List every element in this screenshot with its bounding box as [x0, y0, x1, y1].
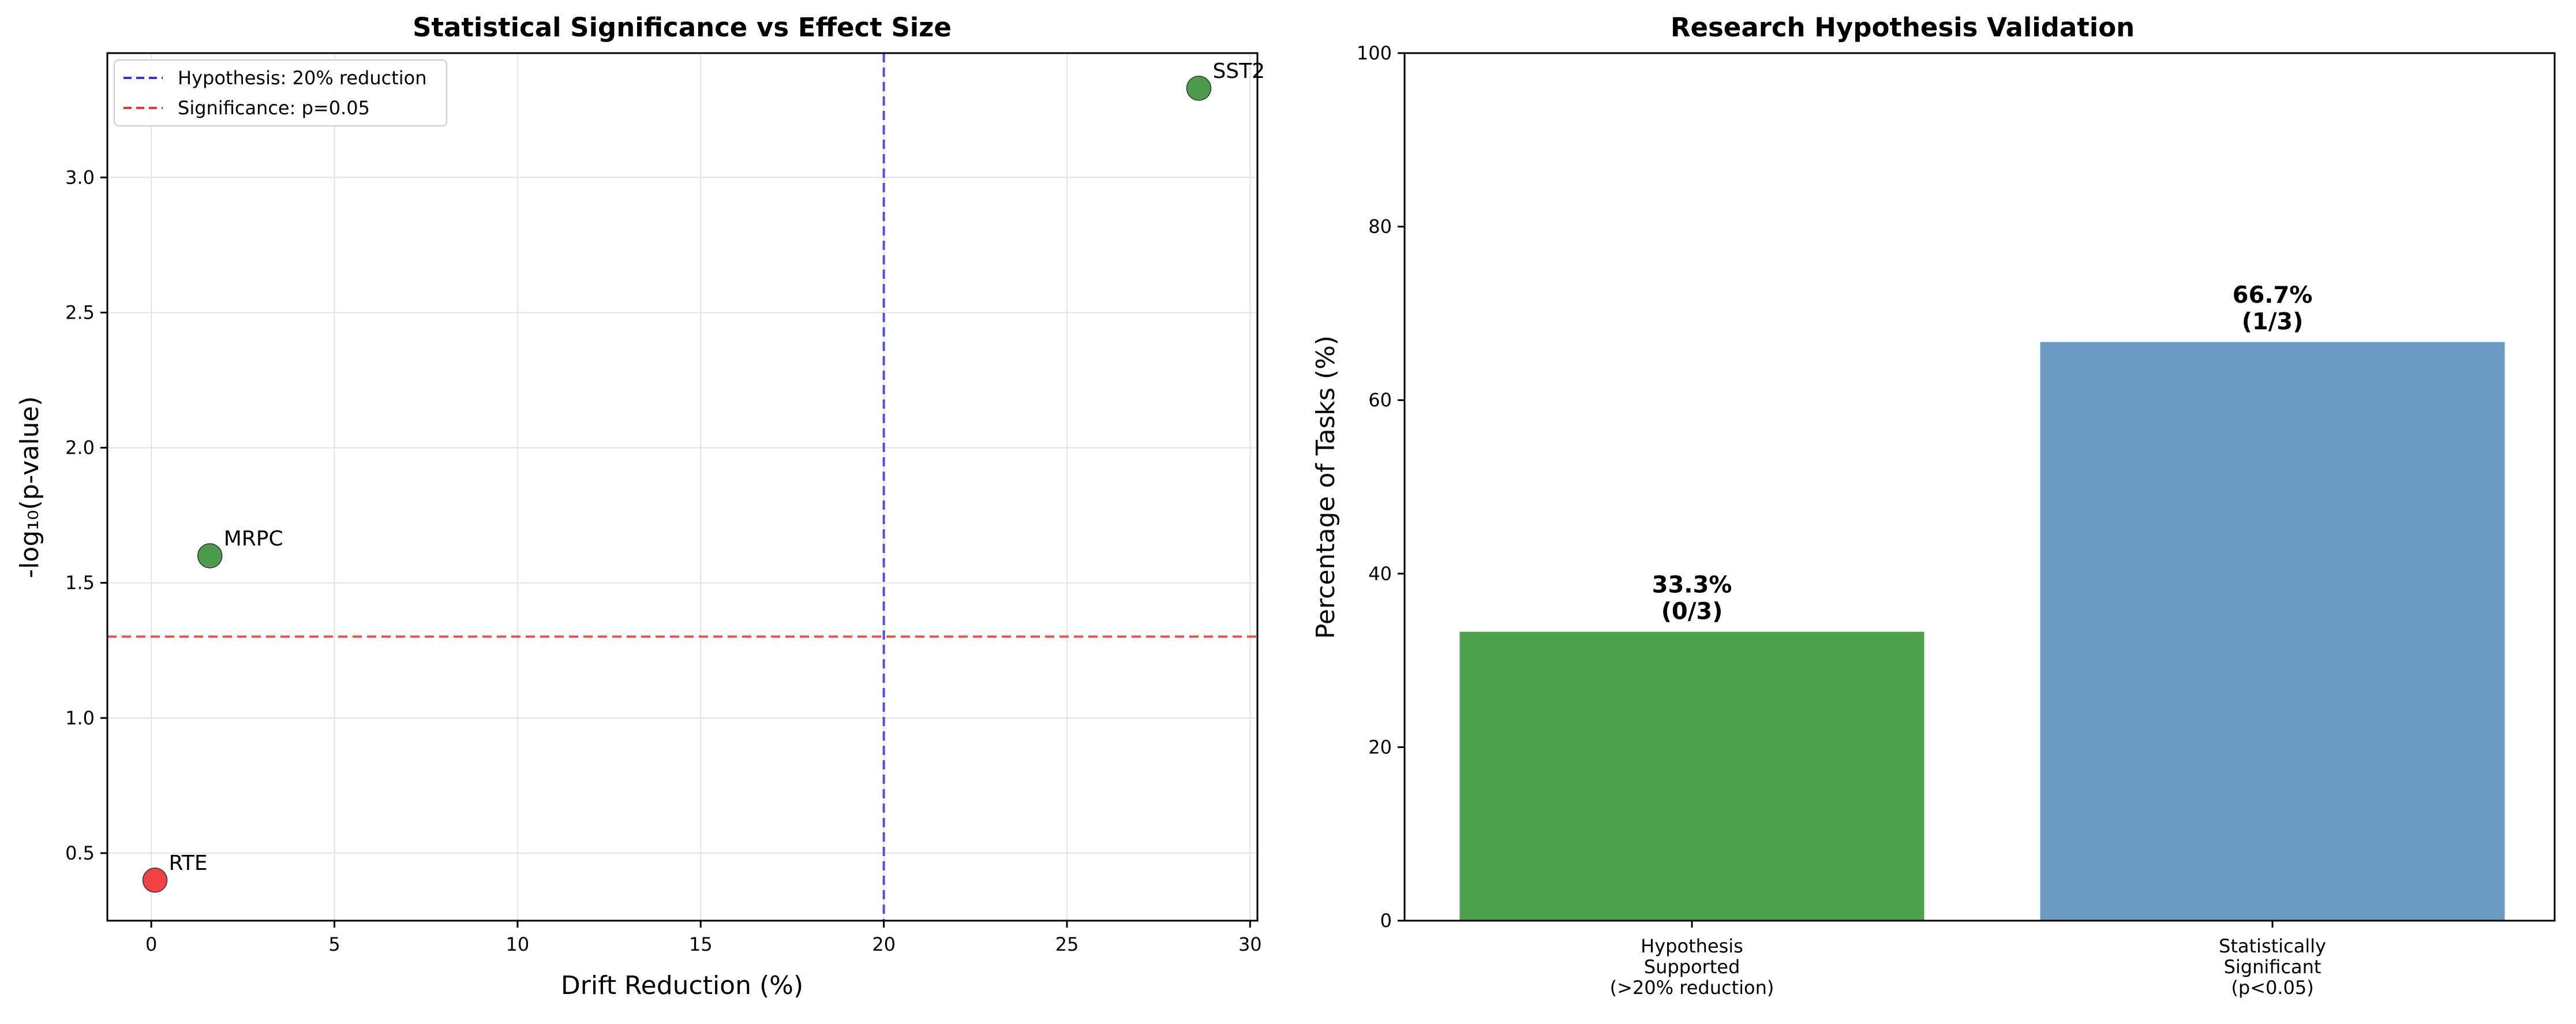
scatter-reference-lines [107, 53, 1257, 921]
bar-0 [1459, 631, 1924, 921]
bar-bars [1459, 342, 2505, 921]
bar-y-axis-label: Percentage of Tasks (%) [1311, 335, 1341, 639]
scatter-legend: Hypothesis: 20% reduction Significance: … [114, 59, 447, 126]
scatter-x-tick-label-3: 15 [689, 933, 713, 955]
scatter-y-tick-label-5: 3.0 [65, 166, 95, 188]
scatter-y-tick-label-0: 0.5 [65, 842, 95, 864]
scatter-point-label-sst2: SST2 [1212, 59, 1265, 83]
bar-y-tick-label-5: 100 [1357, 42, 1392, 64]
scatter-x-tick-label-0: 0 [145, 933, 157, 955]
scatter-point-mrpc [197, 543, 223, 569]
scatter-y-tick-label-4: 2.5 [65, 301, 95, 323]
scatter-point-rte [142, 868, 168, 893]
legend-box [114, 59, 447, 126]
bar-data-labels: 33.3% (0/3) 66.7% (1/3) [1652, 282, 2313, 625]
bar-x-ticks: Hypothesis Supported (>20% reduction) Stati… [1610, 921, 2326, 999]
scatter-x-tick-label-6: 30 [1238, 933, 1262, 955]
bar-y-tick-label-0: 0 [1380, 910, 1392, 932]
bar-y-tick-label-2: 40 [1368, 563, 1392, 585]
scatter-y-tick-label-1: 1.0 [65, 707, 95, 729]
scatter-y-ticks: 0.5 1.0 1.5 2.0 2.5 3.0 [65, 166, 107, 864]
scatter-y-axis-label: -log₁₀(p-value) [15, 396, 44, 578]
bar-y-tick-label-3: 60 [1368, 389, 1392, 411]
scatter-chart: Statistical Significance vs Effect Size … [15, 12, 1265, 1000]
scatter-x-tick-label-1: 5 [328, 933, 340, 955]
scatter-x-tick-label-5: 25 [1055, 933, 1079, 955]
legend-entry-significance: Significance: p=0.05 [178, 97, 370, 119]
bar-category-label-0: Hypothesis Supported (>20% reduction) [1610, 935, 1774, 999]
scatter-point-sst2 [1186, 76, 1212, 101]
bar-category-label-1: Statistically Significant (p<0.05) [2219, 935, 2326, 999]
bar-data-label-0: 33.3% (0/3) [1652, 572, 1732, 625]
scatter-points: SST2 MRPC RTE [142, 59, 1265, 893]
scatter-x-tick-label-4: 20 [872, 933, 896, 955]
scatter-title: Statistical Significance vs Effect Size [413, 12, 952, 43]
bar-y-tick-label-1: 20 [1368, 736, 1392, 758]
bar-data-label-1: 66.7% (1/3) [2233, 282, 2313, 335]
scatter-point-label-rte: RTE [169, 851, 208, 875]
bar-plot-frame [1403, 52, 2556, 922]
scatter-x-axis-label: Drift Reduction (%) [561, 971, 803, 1000]
scatter-y-tick-label-3: 2.0 [65, 437, 95, 459]
bar-y-ticks: 0 20 40 60 80 100 [1357, 42, 1405, 932]
bar-1 [2040, 342, 2505, 921]
bar-title: Research Hypothesis Validation [1671, 12, 2135, 43]
bar-chart: Research Hypothesis Validation 0 20 40 60 80… [1311, 12, 2556, 999]
scatter-x-ticks: 0 5 10 15 20 25 30 [145, 921, 1262, 955]
legend-entry-hypothesis: Hypothesis: 20% reduction [178, 67, 427, 89]
scatter-x-tick-label-2: 10 [506, 933, 530, 955]
bar-y-tick-label-4: 80 [1368, 216, 1392, 238]
scatter-point-label-mrpc: MRPC [224, 527, 283, 551]
scatter-y-tick-label-2: 1.5 [65, 572, 95, 594]
scatter-plot-frame [106, 52, 1259, 922]
